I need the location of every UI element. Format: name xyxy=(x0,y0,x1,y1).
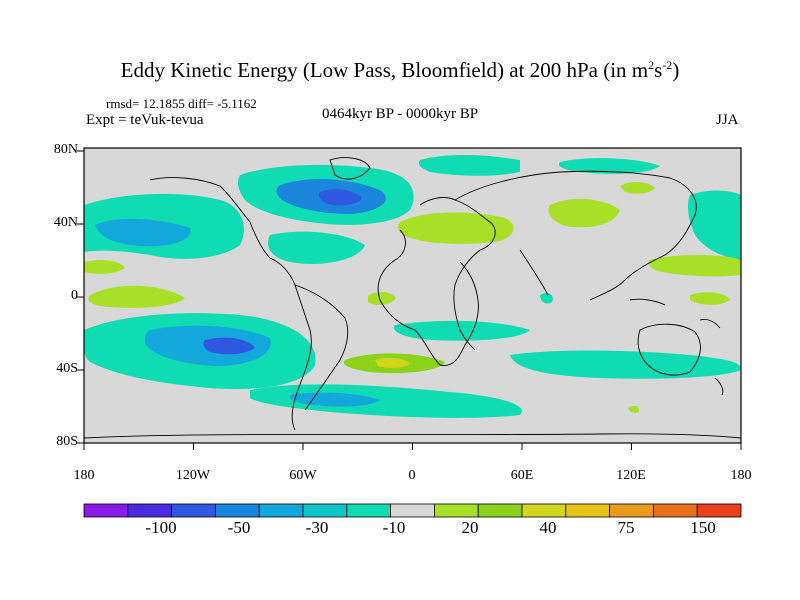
lon-label: 0 xyxy=(408,468,416,483)
colorbar-swatch xyxy=(477,503,523,518)
colorbar-swatch xyxy=(346,503,391,518)
colorbar-swatch xyxy=(696,503,742,518)
lon-label: 180 xyxy=(730,468,752,483)
lat-label: 80S xyxy=(56,434,78,449)
colorbar-swatch xyxy=(565,503,610,518)
colorbar-swatch xyxy=(171,503,216,518)
colorbar-label: -30 xyxy=(305,518,329,537)
colorbar-label: -100 xyxy=(145,518,177,537)
stats-text: rmsd= 12.1855 diff= -5.1162 xyxy=(106,96,257,111)
lat-label: 40S xyxy=(56,361,78,376)
colorbar-swatch xyxy=(609,503,654,518)
colorbar xyxy=(83,503,742,518)
lon-label: 180 xyxy=(73,468,95,483)
axis-ticks xyxy=(77,150,742,450)
lat-label: 0 xyxy=(71,288,78,303)
colorbar-swatch xyxy=(214,503,260,518)
colorbar-swatch xyxy=(83,503,129,518)
contour-fill xyxy=(84,155,741,418)
lat-label: 40N xyxy=(53,215,78,230)
lon-label: 60E xyxy=(510,468,534,483)
colorbar-swatch xyxy=(653,503,698,518)
lon-label: 120E xyxy=(616,468,646,483)
lon-label: 120W xyxy=(175,468,211,483)
colorbar-label: -10 xyxy=(382,518,406,537)
colorbar-swatch xyxy=(258,503,304,518)
coastlines xyxy=(84,157,741,439)
period-label: 0464kyr BP - 0000kyr BP xyxy=(321,106,479,122)
colorbar-swatch xyxy=(521,503,567,518)
colorbar-label: 75 xyxy=(617,518,635,537)
lon-label: 60W xyxy=(289,468,317,483)
lat-label: 80N xyxy=(53,142,78,157)
colorbar-swatch xyxy=(127,503,173,518)
colorbar-swatch xyxy=(433,503,479,518)
colorbar-label: 40 xyxy=(539,518,557,537)
colorbar-swatch xyxy=(390,503,435,518)
colorbar-label: 20 xyxy=(461,518,479,537)
experiment-label: Expt = teVuk-tevua xyxy=(86,112,204,128)
season-label: JJA xyxy=(716,112,739,128)
colorbar-label: 150 xyxy=(690,518,716,537)
colorbar-swatch xyxy=(302,503,348,518)
chart-title: Eddy Kinetic Energy (Low Pass, Bloomfiel… xyxy=(120,58,680,82)
colorbar-label: -50 xyxy=(227,518,251,537)
